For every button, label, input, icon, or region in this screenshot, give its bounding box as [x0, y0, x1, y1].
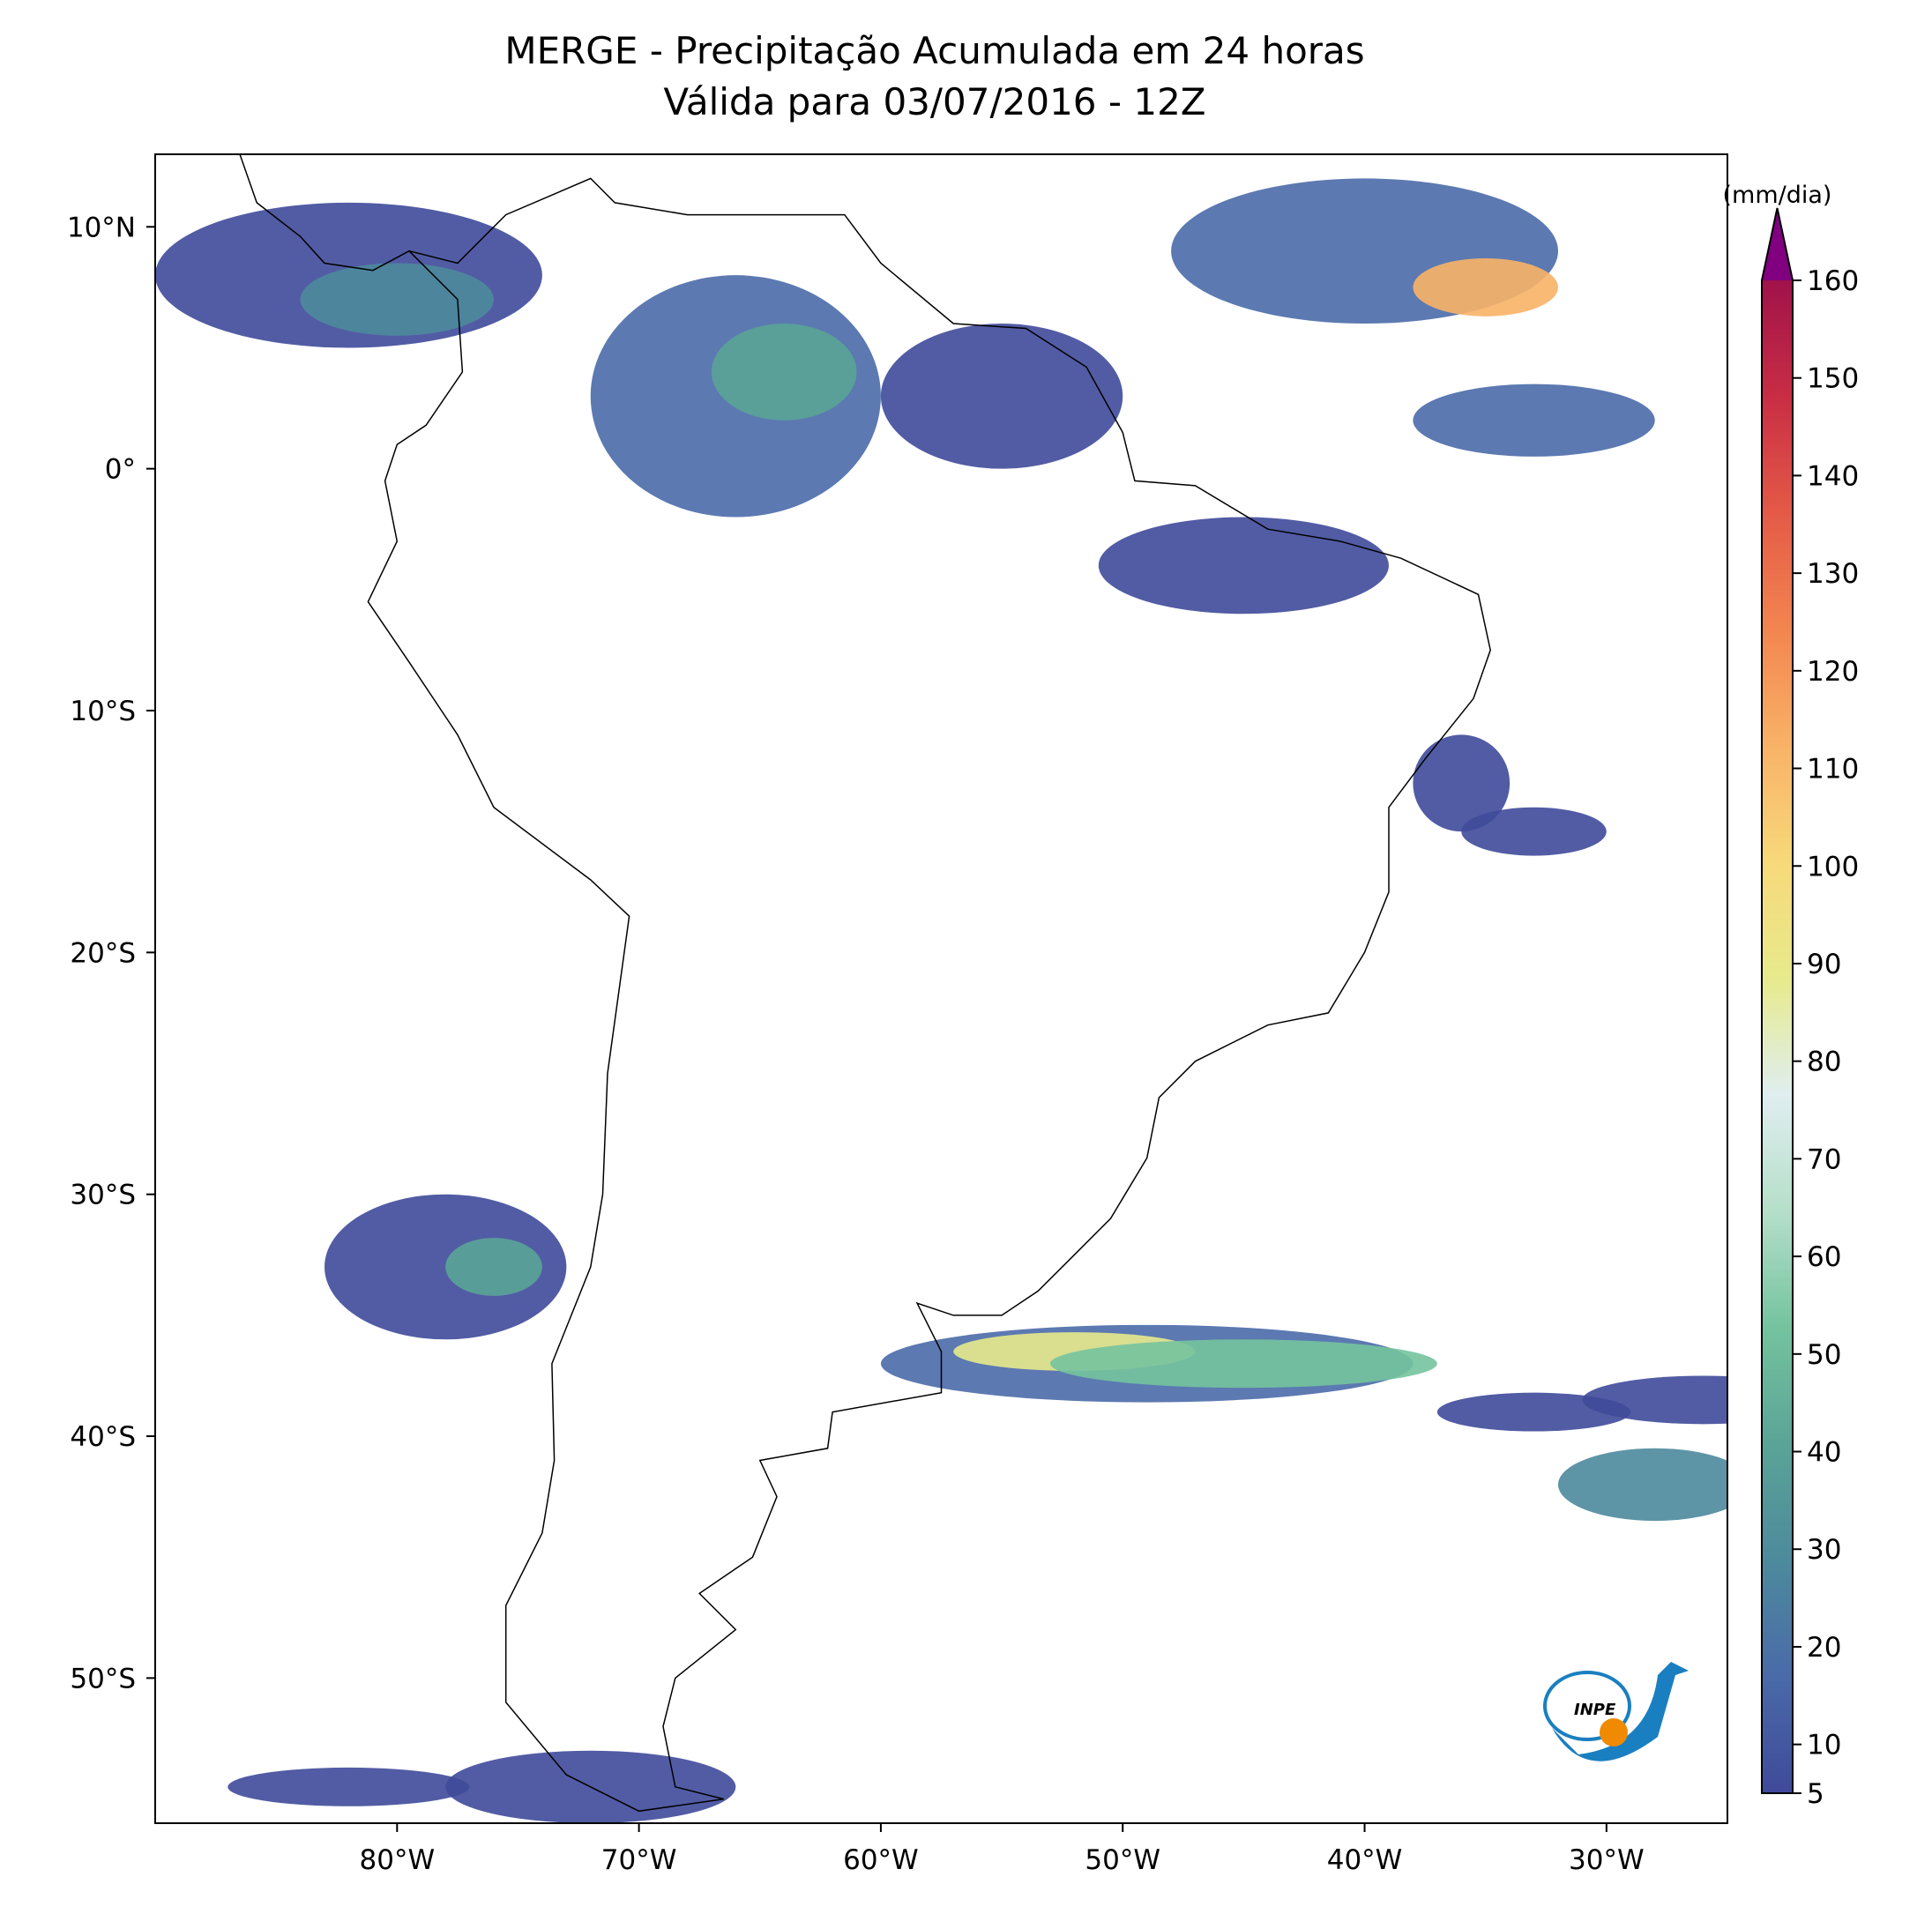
- inpe-logo: INPE: [1543, 1662, 1689, 1761]
- precip-area: [711, 324, 857, 421]
- colorbar-outline: [1761, 207, 1794, 1794]
- y-tick-label: 10°N: [67, 212, 136, 243]
- x-tick-label: 50°W: [1085, 1844, 1160, 1876]
- colorbar-tick-label: 150: [1807, 363, 1859, 395]
- precip-area: [880, 324, 1123, 469]
- x-tick-label: 60°W: [843, 1844, 919, 1876]
- chart-title: MERGE - Precipitação Acumulada em 24 hor…: [504, 29, 1364, 72]
- y-tick-label: 50°S: [70, 1663, 136, 1694]
- colorbar-tick-label: 110: [1807, 754, 1859, 786]
- colorbar-tick-label: 40: [1807, 1437, 1841, 1469]
- precip-area: [1413, 257, 1558, 317]
- precip-area: [1049, 1339, 1437, 1389]
- colorbar-tick-label: 130: [1807, 558, 1859, 590]
- precip-area: [1413, 734, 1511, 832]
- precip-area: [445, 1238, 542, 1296]
- colorbar-label: (mm/dia): [1723, 182, 1832, 209]
- chart-subtitle: Válida para 03/07/2016 - 12Z: [663, 80, 1205, 123]
- colorbar-tick-label: 60: [1807, 1241, 1841, 1273]
- precip-area: [1436, 1392, 1631, 1432]
- logo-dot: [1600, 1718, 1628, 1746]
- y-tick-label: 30°S: [70, 1180, 136, 1211]
- precip-area: [1098, 517, 1389, 614]
- colorbar-tick-label: 30: [1807, 1534, 1841, 1566]
- coastline: [239, 154, 1491, 1813]
- precip-area: [1558, 1448, 1727, 1522]
- x-tick-label: 30°W: [1569, 1844, 1645, 1876]
- colorbar-tick-label: 100: [1807, 851, 1859, 883]
- logo-arrow: [1552, 1662, 1689, 1761]
- colorbar-tick-label: 90: [1807, 949, 1841, 980]
- y-tick-label: 10°S: [70, 696, 136, 727]
- x-tick-label: 40°W: [1327, 1844, 1403, 1876]
- map-area: [155, 154, 1727, 1823]
- precip-area: [1461, 807, 1607, 856]
- colorbar-tick-label: 20: [1807, 1632, 1841, 1664]
- y-tick-label: 40°S: [70, 1421, 136, 1453]
- colorbar-tick-label: 10: [1807, 1730, 1841, 1761]
- colorbar-tick-label: 140: [1807, 460, 1859, 492]
- colorbar-tick-label: 70: [1807, 1143, 1841, 1175]
- y-tick-label: 20°S: [70, 937, 136, 969]
- precip-area: [1582, 1375, 1727, 1425]
- x-tick-label: 80°W: [360, 1844, 436, 1876]
- colorbar-tick-label: 120: [1807, 656, 1859, 688]
- colorbar-tick-label: 5: [1807, 1778, 1824, 1810]
- colorbar-tick-label: 50: [1807, 1339, 1841, 1371]
- colorbar-tick-label: 80: [1807, 1046, 1841, 1078]
- colorbar: [1762, 280, 1793, 1793]
- logo-ring: [1543, 1671, 1631, 1741]
- precip-area: [324, 1194, 567, 1340]
- colorbar-tick-label: 160: [1807, 265, 1859, 297]
- y-tick-label: 0°: [105, 454, 136, 486]
- logo-text: INPE: [1574, 1701, 1616, 1719]
- colorbar-extend: [1762, 208, 1793, 280]
- map-frame: [154, 153, 1728, 1824]
- precip-area: [228, 1767, 470, 1806]
- precip-area: [1413, 384, 1655, 457]
- precip-area: [300, 263, 495, 336]
- x-tick-label: 70°W: [601, 1844, 677, 1876]
